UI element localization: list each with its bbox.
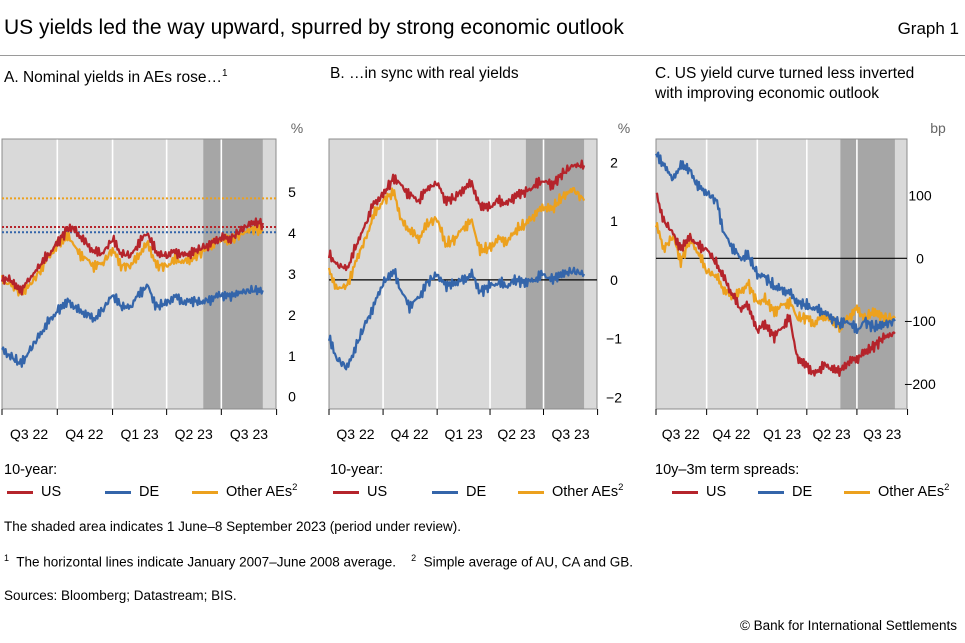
panel-c-title-line-2: with improving economic outlook — [655, 85, 879, 102]
copyright: © Bank for International Settlements — [739, 618, 957, 633]
panel-a-x-label-4: Q3 23 — [230, 426, 268, 442]
panel-c-y-label-0: 0 — [916, 250, 924, 266]
panel-a-shaded-period — [203, 139, 263, 409]
panel-c-x-label-1: Q4 22 — [712, 426, 750, 442]
panel-a-legend-de: DE — [105, 484, 159, 500]
legend-swatch-de — [105, 490, 131, 494]
panel-b-y-label-minus-2: −2 — [606, 389, 622, 405]
panel-b-x-label-0: Q3 22 — [336, 426, 374, 442]
panel-b-x-label-4: Q3 23 — [551, 426, 589, 442]
panel-c-legend-other: Other AEs 2 — [844, 481, 950, 500]
title-divider — [0, 55, 965, 56]
panel-c-series-de — [654, 151, 896, 335]
legend-swatch-de — [758, 490, 784, 494]
legend-footnote-other: 2 — [618, 481, 624, 493]
panel-c-legend-heading: 10y–3m term spreads: — [655, 462, 800, 478]
panel-b-title: B. …in sync with real yields — [330, 65, 519, 82]
panel-b-x-label-3: Q2 23 — [497, 426, 535, 442]
panel-a-title-text: A. Nominal yields in AEs rose… — [4, 69, 222, 87]
panel-c-series-other — [654, 222, 896, 333]
panel-a-y-label-1: 1 — [288, 348, 296, 364]
panel-c-x-label-0: Q3 22 — [662, 426, 700, 442]
legend-label-us: US — [41, 484, 62, 500]
panel-b-series-other — [327, 187, 586, 291]
panel-b-legend-other: Other AEs 2 — [518, 481, 624, 500]
panel-a-legend-us: US — [7, 484, 61, 500]
panel-a-x-label-0: Q3 22 — [10, 426, 48, 442]
panel-a-y-label-0: 0 — [288, 389, 296, 405]
panel-b-y-label-0: 0 — [610, 272, 618, 288]
graph-number: Graph 1 — [897, 19, 959, 38]
panel-c-y-label-minus-100: −100 — [904, 313, 936, 329]
panel-b-x-label-2: Q1 23 — [445, 426, 483, 442]
legend-swatch-other — [844, 490, 870, 494]
panel-b-series-de — [327, 266, 586, 371]
legend-label-de: DE — [792, 484, 813, 500]
panel-b-unit-label: % — [618, 120, 630, 136]
panel-a-legend-heading: 10-year: — [4, 462, 58, 478]
panel-c-legend-de: DE — [758, 484, 812, 500]
legend-label-other: Other AEs — [226, 484, 293, 500]
footnote-2-mark: 2 — [411, 553, 417, 563]
panel-a-x-label-1: Q4 22 — [65, 426, 103, 442]
panel-c-title: C. US yield curve turned less inverted w… — [655, 64, 914, 104]
panel-c-x-label-3: Q2 23 — [813, 426, 851, 442]
panel-a-y-label-5: 5 — [288, 184, 296, 200]
panel-a-legend-other: Other AEs 2 — [192, 481, 298, 500]
shaded-area-note: The shaded area indicates 1 June–8 Septe… — [4, 519, 462, 534]
panel-c-frame — [655, 138, 908, 410]
panel-c-shaded-period — [840, 139, 895, 409]
panel-c-x-label-2: Q1 23 — [763, 426, 801, 442]
panel-a-x-label-2: Q1 23 — [121, 426, 159, 442]
graph-title: US yields led the way upward, spurred by… — [4, 16, 624, 39]
panel-b-legend-de: DE — [432, 484, 486, 500]
panel-c-legend-us: US — [672, 484, 726, 500]
panel-b-legend-heading: 10-year: — [330, 462, 384, 478]
panel-c-unit-label: bp — [930, 120, 946, 136]
panel-a-title: A. Nominal yields in AEs rose…1 — [4, 64, 228, 88]
panel-a-unit-label: % — [291, 120, 303, 136]
footnotes: 1 The horizontal lines indicate January … — [4, 553, 633, 570]
legend-swatch-us — [7, 490, 33, 494]
legend-swatch-de — [432, 490, 458, 494]
legend-label-us: US — [706, 484, 727, 500]
panel-a-x-label-3: Q2 23 — [175, 426, 213, 442]
sources-note: Sources: Bloomberg; Datastream; BIS. — [4, 588, 237, 603]
panel-a-title-footnote: 1 — [221, 68, 228, 79]
footnote-1-mark: 1 — [4, 553, 10, 563]
panel-c-y-label-minus-200: −200 — [904, 376, 936, 392]
panel-a-series-de — [1, 283, 264, 368]
panel-b-legend-us: US — [333, 484, 387, 500]
legend-label-de: DE — [466, 484, 487, 500]
legend-label-us: US — [367, 484, 388, 500]
panel-b-series-us — [327, 159, 586, 272]
panel-a-series-other — [0, 223, 264, 297]
panel-a-frame — [1, 138, 277, 410]
panel-c-x-label-4: Q3 23 — [863, 426, 901, 442]
panel-c-y-label-100: 100 — [908, 188, 932, 204]
legend-footnote-other: 2 — [292, 481, 298, 493]
legend-footnote-other: 2 — [944, 481, 950, 493]
footnote-1-text: The horizontal lines indicate January 20… — [16, 554, 397, 570]
panel-b-y-label-minus-1: −1 — [606, 331, 622, 347]
legend-swatch-other — [192, 490, 218, 494]
panel-b-x-label-1: Q4 22 — [390, 426, 428, 442]
panel-a-y-label-3: 3 — [288, 266, 296, 282]
panel-b-y-label-2: 2 — [610, 154, 618, 170]
panel-c-series-us — [655, 192, 896, 377]
panel-b-frame — [328, 138, 598, 410]
panel-a-y-label-4: 4 — [288, 225, 296, 241]
legend-label-other: Other AEs — [552, 484, 619, 500]
panel-a-y-label-2: 2 — [288, 307, 296, 323]
legend-label-de: DE — [139, 484, 160, 500]
legend-swatch-us — [333, 490, 359, 494]
footnote-2-text: Simple average of AU, CA and GB. — [423, 554, 633, 570]
panel-b-y-label-1: 1 — [610, 213, 618, 229]
panel-a-series-us — [0, 217, 264, 296]
legend-swatch-other — [518, 490, 544, 494]
legend-label-other: Other AEs — [878, 484, 945, 500]
panel-c-title-line-1: C. US yield curve turned less inverted — [655, 65, 915, 82]
legend-swatch-us — [672, 490, 698, 494]
